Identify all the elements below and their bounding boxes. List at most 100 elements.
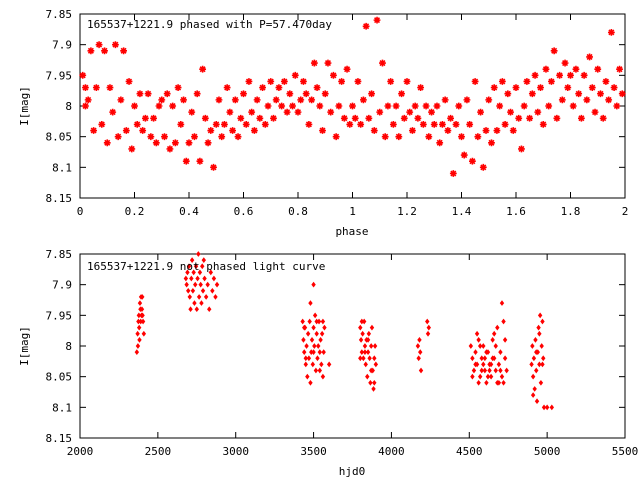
phased-data-point — [98, 121, 106, 128]
light-curve-data-point — [208, 269, 213, 276]
phased-data-point — [482, 127, 490, 134]
phased-data-point — [572, 65, 580, 73]
phased-data-point — [474, 133, 482, 141]
phased-data-point — [466, 121, 474, 128]
phased-data-point — [594, 65, 602, 73]
light-curve-data-point — [201, 257, 206, 263]
light-curve-x-tick-label: 5500 — [612, 445, 639, 458]
phased-data-point — [512, 84, 520, 91]
phased-data-point — [444, 127, 452, 134]
phased-data-point — [297, 96, 305, 104]
phased-data-point — [537, 84, 544, 91]
phased-data-point — [564, 84, 572, 91]
phased-data-point — [280, 78, 288, 85]
light-curve-chart: 7.85 7.9 7.95 8 8.05 8.1 8.15 2000 2500 3000 3500… — [18, 248, 638, 478]
phased-data-point — [411, 102, 419, 110]
light-curve-data-point — [541, 404, 547, 411]
light-curve-data-point — [306, 355, 312, 362]
light-curve-data-point — [481, 361, 486, 368]
light-curve-data-point — [194, 306, 199, 313]
phased-data-point — [245, 78, 253, 85]
phased-data-point — [267, 78, 275, 85]
light-curve-data-point — [538, 379, 544, 386]
phased-x-label: phase — [335, 225, 368, 238]
phased-data-point — [528, 90, 536, 98]
light-curve-data-point — [367, 355, 372, 362]
phased-data-point — [400, 114, 408, 122]
phased-data-point — [321, 90, 329, 98]
light-curve-y-tick-label: 8.15 — [46, 432, 73, 445]
light-curve-data-point — [359, 349, 365, 355]
phased-data-point — [387, 78, 395, 85]
light-curve-data-point — [537, 361, 542, 368]
phased-data-point — [212, 121, 220, 128]
light-curve-data-point — [365, 337, 371, 343]
phased-y-tick-label: 8.1 — [52, 161, 72, 174]
phased-data-point — [283, 108, 291, 116]
light-curve-y-tick-label: 7.95 — [46, 309, 73, 322]
phased-data-point — [507, 108, 514, 116]
light-curve-data-point — [135, 343, 141, 349]
phased-data-point — [261, 121, 269, 128]
light-curve-data-point — [498, 367, 503, 374]
light-curve-data-point — [304, 343, 309, 349]
light-curve-data-point — [372, 343, 378, 349]
phased-data-point — [253, 96, 261, 104]
light-curve-data-point — [311, 349, 316, 355]
phased-data-point — [485, 96, 493, 104]
light-curve-data-point — [425, 318, 430, 325]
phased-data-point — [349, 102, 356, 110]
phased-data-point — [82, 102, 89, 110]
light-curve-data-point — [187, 294, 192, 300]
phased-x-tick-label: 1.4 — [452, 205, 472, 218]
light-curve-y-tick-label: 7.9 — [52, 279, 72, 292]
phased-data-point — [275, 84, 283, 91]
light-curve-data-point — [368, 343, 374, 349]
phased-data-point — [169, 102, 177, 110]
light-curve-data-point — [301, 337, 306, 343]
phased-data-point — [310, 59, 318, 67]
light-curve-data-point — [537, 330, 542, 337]
phased-x-tick-label: 1.8 — [561, 205, 581, 218]
phased-data-point — [106, 84, 114, 91]
light-curve-data-point — [418, 367, 424, 374]
phased-data-point — [471, 78, 479, 85]
phased-data-point — [605, 96, 613, 104]
light-curve-data-point — [192, 300, 197, 306]
light-curve-data-point — [488, 373, 494, 380]
phased-data-point — [201, 114, 209, 122]
light-curve-data-point — [320, 373, 326, 380]
phased-y-tick-label: 8.05 — [46, 131, 73, 144]
light-curve-data-point — [302, 324, 307, 331]
light-curve-data-point — [317, 367, 322, 374]
phased-data-point — [569, 102, 577, 110]
phased-data-point — [545, 102, 553, 110]
light-curve-data-point — [300, 318, 305, 325]
phased-x-tick-label: 0.4 — [179, 205, 199, 218]
phased-data-point — [142, 114, 149, 122]
phased-data-point — [477, 108, 484, 116]
light-curve-data-point — [140, 294, 145, 300]
light-curve-data-point — [134, 349, 140, 355]
phased-data-point — [95, 41, 103, 49]
light-curve-data-point — [484, 379, 489, 386]
light-curve-data-point — [309, 349, 314, 355]
phased-data-point — [131, 102, 138, 110]
light-curve-data-point — [326, 361, 332, 368]
light-curve-data-point — [479, 355, 484, 362]
light-curve-data-point — [499, 300, 505, 306]
light-curve-data-point — [490, 355, 495, 362]
phased-data-point — [357, 121, 365, 128]
light-curve-data-point — [210, 287, 215, 294]
light-curve-data-point — [501, 379, 506, 386]
phased-y-tick-label: 7.95 — [46, 69, 73, 82]
phased-data-point — [504, 90, 512, 98]
phased-data-point — [136, 90, 144, 98]
light-curve-data-point — [319, 330, 325, 337]
phased-data-point — [240, 90, 247, 98]
phased-data-point — [548, 78, 555, 85]
light-curve-data-point — [136, 318, 141, 325]
phased-data-point — [174, 84, 182, 91]
light-curve-x-axis: 2000 2500 3000 3500 4000 4500 5000 5500 — [67, 254, 639, 458]
phased-data-point — [520, 102, 528, 110]
